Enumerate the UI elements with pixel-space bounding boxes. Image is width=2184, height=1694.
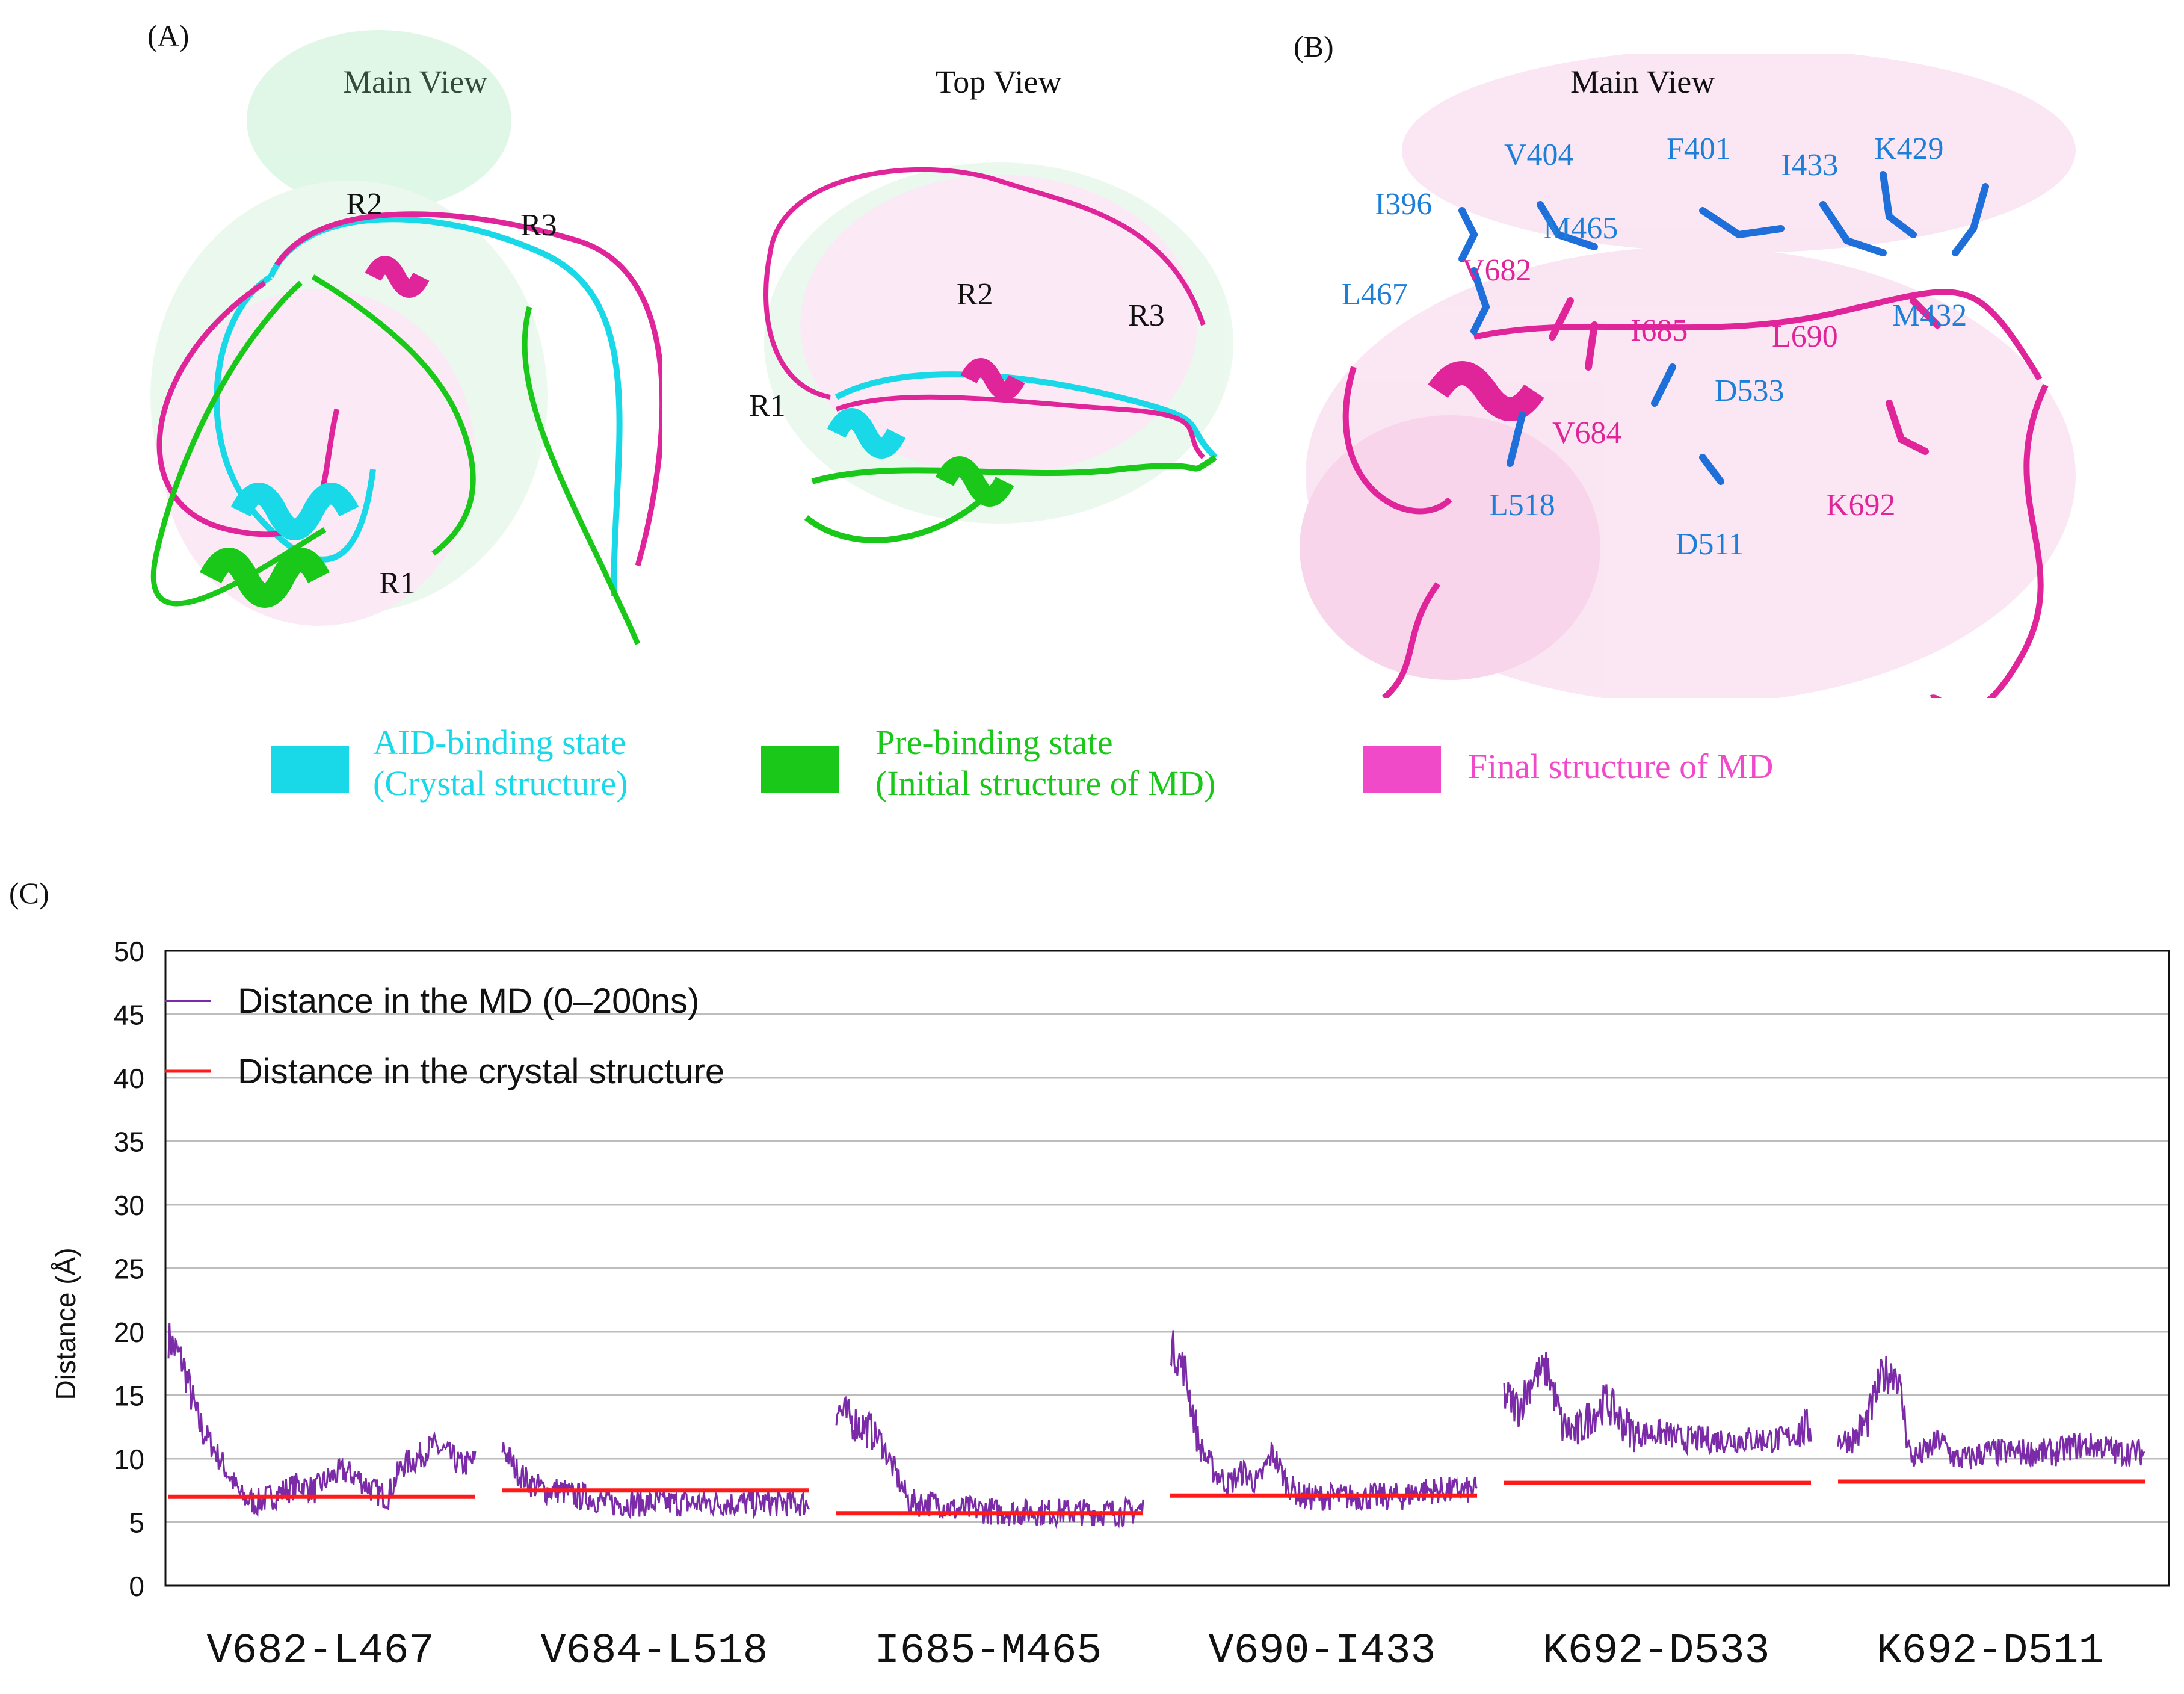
- panel-b-label: (B): [1294, 29, 1334, 63]
- residue-m465: M465: [1543, 211, 1618, 246]
- residue-k692: K692: [1826, 488, 1896, 522]
- panel-a-main-structure: [150, 30, 662, 645]
- y-tick-label: 25: [114, 1253, 144, 1285]
- residue-l690: L690: [1772, 320, 1838, 354]
- panel-b-binding-site: [1300, 54, 2076, 698]
- residue-d511: D511: [1676, 527, 1744, 561]
- legend-md-label: Distance in the MD (0–200ns): [238, 981, 699, 1021]
- residue-d533: D533: [1715, 374, 1785, 408]
- panel-a-main-view-title: Main View: [343, 63, 487, 100]
- residue-l518: L518: [1489, 488, 1555, 522]
- residue-v404: V404: [1504, 138, 1574, 172]
- residue-i396: I396: [1375, 187, 1433, 221]
- category-label-K692-D533: K692-D533: [1542, 1628, 1770, 1675]
- legend-pre-binding-line1: Pre-binding state: [875, 723, 1113, 762]
- chart-legend: Distance in the MD (0–200ns) Distance in…: [165, 981, 724, 1091]
- md-trace-V690-I433: [1170, 1330, 1478, 1512]
- y-tick-label: 45: [114, 1000, 144, 1031]
- chart-y-axis-label: Distance (Å): [50, 1247, 81, 1400]
- md-trace-V682-L467: [167, 1323, 477, 1518]
- panel-a-main-region-r2: R2: [346, 187, 383, 221]
- legend-aid-binding: AID-binding state (Crystal structure): [373, 722, 628, 804]
- md-trace-V684-L518: [501, 1442, 810, 1520]
- category-label-K692-D511: K692-D511: [1876, 1628, 2104, 1675]
- y-tick-label: 0: [129, 1571, 144, 1602]
- y-tick-label: 10: [114, 1444, 144, 1475]
- y-tick-label: 15: [114, 1380, 144, 1412]
- legend-swatch-pre-binding: [761, 746, 839, 793]
- legend-swatch-final-md: [1363, 746, 1441, 793]
- legend-aid-binding-line2: (Crystal structure): [373, 764, 628, 803]
- md-trace-K692-D511: [1837, 1356, 2145, 1470]
- legend-swatch-aid-binding: [271, 746, 349, 793]
- residue-i433: I433: [1781, 148, 1839, 182]
- y-tick-label: 5: [129, 1507, 144, 1539]
- legend-final-md-line1: Final structure of MD: [1468, 747, 1774, 786]
- chart-plot-frame: [164, 950, 2170, 1587]
- panel-a-label: (A): [147, 19, 190, 52]
- panel-a-main-region-r1: R1: [379, 566, 416, 601]
- category-label-V684-L518: V684-L518: [540, 1628, 768, 1675]
- residue-f401: F401: [1667, 132, 1731, 166]
- residue-l467: L467: [1342, 277, 1408, 312]
- legend-aid-binding-line1: AID-binding state: [373, 723, 626, 762]
- legend-pre-binding-line2: (Initial structure of MD): [875, 764, 1216, 803]
- residue-v682: V682: [1462, 253, 1532, 288]
- panel-c-label: (C): [9, 876, 49, 910]
- panel-a-top-region-r1: R1: [749, 389, 786, 423]
- category-label-V682-L467: V682-L467: [206, 1628, 434, 1675]
- chart-series-crystal: [168, 1479, 2145, 1516]
- y-tick-label: 20: [114, 1317, 144, 1348]
- residue-i685: I685: [1630, 314, 1688, 348]
- panel-a-top-view-title: Top View: [936, 64, 1062, 100]
- panel-a-main-region-r3: R3: [520, 208, 557, 243]
- legend-crystal-label: Distance in the crystal structure: [238, 1052, 724, 1091]
- md-trace-K692-D533: [1503, 1352, 1812, 1457]
- category-label-I685-M465: I685-M465: [874, 1628, 1102, 1675]
- residue-m432: M432: [1892, 298, 1967, 333]
- distance-chart: 0 5 10 15 20 25 30 35 40 45 50 Distance (Å) Distan…: [50, 936, 2170, 1602]
- panel-a-top-region-r2: R2: [957, 277, 993, 312]
- category-label-V690-I433: V690-I433: [1208, 1628, 1436, 1675]
- residue-k429: K429: [1874, 132, 1944, 166]
- panel-a-top-structure: [763, 162, 1233, 543]
- y-tick-label: 35: [114, 1127, 144, 1158]
- y-tick-label: 50: [114, 936, 144, 967]
- chart-y-tick-labels: 0 5 10 15 20 25 30 35 40 45 50: [114, 936, 144, 1602]
- y-tick-label: 30: [114, 1190, 144, 1221]
- panel-a-top-region-r3: R3: [1128, 298, 1165, 333]
- y-tick-label: 40: [114, 1063, 144, 1094]
- panel-b-main-view-title: Main View: [1570, 64, 1715, 100]
- legend-final-md: Final structure of MD: [1468, 746, 1773, 787]
- md-trace-I685-M465: [835, 1396, 1144, 1529]
- legend-pre-binding: Pre-binding state (Initial structure of …: [875, 722, 1215, 804]
- chart-grid: [165, 1013, 2169, 1523]
- residue-v684: V684: [1552, 416, 1622, 450]
